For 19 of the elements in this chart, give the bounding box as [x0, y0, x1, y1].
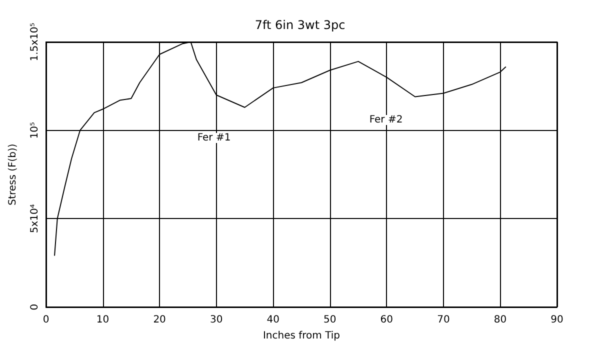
x-tick-label: 70 [437, 314, 450, 326]
y-tick-label: 10⁵ [30, 122, 40, 139]
x-tick-label: 80 [494, 314, 507, 326]
x-tick-label: 30 [210, 314, 223, 326]
x-tick-label: 0 [42, 314, 50, 326]
y-tick-label: 5x10⁴ [30, 204, 40, 234]
x-tick-label: 90 [550, 314, 564, 326]
x-tick-label: 20 [153, 314, 166, 326]
x-tick-label: 50 [324, 314, 336, 326]
x-tick-label: 60 [380, 314, 394, 326]
annotation: Fer #2 [369, 114, 403, 126]
x-tick-label: 10 [96, 314, 110, 326]
annotation: Fer #1 [197, 132, 231, 144]
y-tick-label: 0 [30, 304, 40, 310]
y-tick-label: 1.5x10⁵ [30, 22, 40, 62]
chart-title: 7ft 6in 3wt 3pc [254, 18, 346, 32]
x-tick-label: 40 [266, 314, 280, 326]
x-axis-title: Inches from Tip [262, 330, 340, 342]
y-axis-title: Stress (F(b)) [8, 144, 18, 206]
